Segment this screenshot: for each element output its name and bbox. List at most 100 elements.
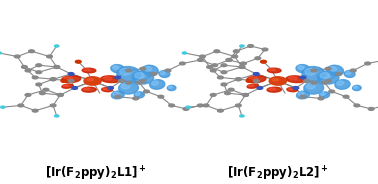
Ellipse shape xyxy=(36,64,42,67)
Ellipse shape xyxy=(200,55,205,58)
Ellipse shape xyxy=(39,92,45,95)
Ellipse shape xyxy=(36,83,42,86)
Ellipse shape xyxy=(118,79,124,82)
Ellipse shape xyxy=(365,62,370,65)
Ellipse shape xyxy=(239,66,245,68)
Ellipse shape xyxy=(207,66,212,68)
Ellipse shape xyxy=(64,77,73,80)
Ellipse shape xyxy=(350,69,356,72)
Ellipse shape xyxy=(152,81,158,85)
Ellipse shape xyxy=(82,87,96,92)
Ellipse shape xyxy=(158,95,164,98)
Ellipse shape xyxy=(272,79,279,81)
Ellipse shape xyxy=(311,81,317,84)
Ellipse shape xyxy=(255,57,261,60)
Ellipse shape xyxy=(318,97,324,100)
Ellipse shape xyxy=(221,64,227,67)
Ellipse shape xyxy=(322,81,327,84)
Ellipse shape xyxy=(239,66,245,68)
Ellipse shape xyxy=(125,69,132,72)
Ellipse shape xyxy=(262,48,268,51)
Ellipse shape xyxy=(368,107,374,110)
Ellipse shape xyxy=(50,78,56,81)
Ellipse shape xyxy=(112,91,124,99)
Ellipse shape xyxy=(329,67,336,71)
Ellipse shape xyxy=(54,115,59,117)
Ellipse shape xyxy=(75,60,81,63)
Ellipse shape xyxy=(197,59,203,61)
Ellipse shape xyxy=(243,93,248,96)
Ellipse shape xyxy=(119,82,138,94)
Ellipse shape xyxy=(18,104,24,107)
Ellipse shape xyxy=(232,55,238,58)
Ellipse shape xyxy=(217,109,223,112)
Ellipse shape xyxy=(117,67,140,81)
Ellipse shape xyxy=(269,77,287,85)
Ellipse shape xyxy=(63,85,68,86)
Ellipse shape xyxy=(267,87,281,92)
Ellipse shape xyxy=(25,93,31,96)
Ellipse shape xyxy=(353,85,361,91)
Ellipse shape xyxy=(57,93,63,96)
Ellipse shape xyxy=(103,88,108,90)
Ellipse shape xyxy=(159,70,170,77)
Ellipse shape xyxy=(0,52,2,54)
Ellipse shape xyxy=(257,86,263,89)
Ellipse shape xyxy=(269,69,275,71)
Ellipse shape xyxy=(305,68,316,75)
Ellipse shape xyxy=(298,66,304,69)
Ellipse shape xyxy=(68,72,74,75)
Ellipse shape xyxy=(247,84,258,88)
Ellipse shape xyxy=(134,92,144,98)
Ellipse shape xyxy=(84,88,90,90)
Ellipse shape xyxy=(343,95,349,98)
Ellipse shape xyxy=(62,84,73,88)
Ellipse shape xyxy=(249,77,258,80)
Ellipse shape xyxy=(197,104,203,107)
Ellipse shape xyxy=(165,69,171,72)
Ellipse shape xyxy=(54,66,60,68)
Ellipse shape xyxy=(246,79,252,82)
Ellipse shape xyxy=(304,79,310,82)
Ellipse shape xyxy=(325,79,331,82)
Ellipse shape xyxy=(248,45,254,47)
Ellipse shape xyxy=(248,85,254,86)
Ellipse shape xyxy=(287,88,297,92)
Ellipse shape xyxy=(354,104,360,107)
Ellipse shape xyxy=(320,72,330,78)
Ellipse shape xyxy=(210,69,216,72)
Ellipse shape xyxy=(43,88,49,91)
Ellipse shape xyxy=(169,104,175,107)
Ellipse shape xyxy=(336,72,342,75)
Ellipse shape xyxy=(186,106,190,108)
Ellipse shape xyxy=(29,50,34,53)
Ellipse shape xyxy=(319,92,330,98)
Ellipse shape xyxy=(82,68,96,73)
Ellipse shape xyxy=(168,86,172,88)
Ellipse shape xyxy=(113,92,119,95)
Ellipse shape xyxy=(68,79,74,82)
Ellipse shape xyxy=(136,81,142,84)
Ellipse shape xyxy=(103,77,112,80)
Ellipse shape xyxy=(14,55,20,58)
Ellipse shape xyxy=(311,69,317,72)
Ellipse shape xyxy=(144,90,149,93)
Ellipse shape xyxy=(240,115,244,117)
Ellipse shape xyxy=(151,72,156,75)
Ellipse shape xyxy=(210,93,216,96)
Ellipse shape xyxy=(269,88,275,90)
Ellipse shape xyxy=(135,72,144,78)
Ellipse shape xyxy=(133,97,139,100)
Ellipse shape xyxy=(225,92,231,95)
Ellipse shape xyxy=(293,86,299,89)
Ellipse shape xyxy=(87,79,93,81)
Ellipse shape xyxy=(61,76,81,83)
Ellipse shape xyxy=(221,71,227,74)
Ellipse shape xyxy=(327,65,344,76)
Ellipse shape xyxy=(101,76,120,83)
Ellipse shape xyxy=(132,71,153,84)
Ellipse shape xyxy=(240,45,244,47)
Ellipse shape xyxy=(180,62,185,65)
Ellipse shape xyxy=(111,65,125,73)
Ellipse shape xyxy=(140,67,146,70)
